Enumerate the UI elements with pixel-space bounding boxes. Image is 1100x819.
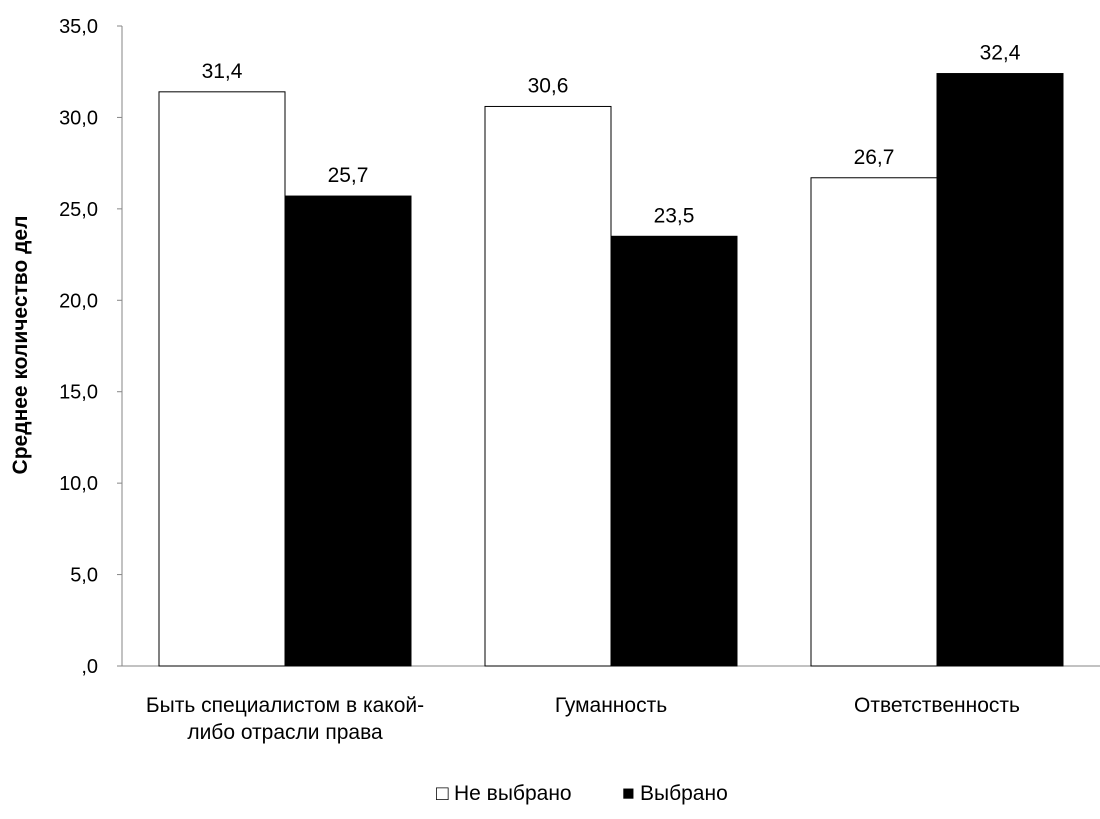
data-label: 25,7 <box>328 164 369 187</box>
y-tick-label: 35,0 <box>59 16 98 38</box>
y-tick-label: 5,0 <box>70 565 98 587</box>
legend-marker: ■ <box>622 782 635 805</box>
data-label: 31,4 <box>202 60 243 83</box>
y-tick-label: 20,0 <box>59 290 98 312</box>
bars <box>158 73 1064 667</box>
legend-entry: Выбрано <box>640 782 728 805</box>
y-tick-label: ,0 <box>81 656 98 678</box>
legend-entry: Не выбрано <box>454 782 572 805</box>
y-tick-labels: ,0 5,0 10,0 15,0 20,0 25,0 30,0 35,0 <box>59 16 98 678</box>
data-label: 23,5 <box>654 204 695 227</box>
bar <box>484 105 612 667</box>
data-label: 32,4 <box>980 42 1021 65</box>
y-tick-label: 15,0 <box>59 382 98 404</box>
data-label: 26,7 <box>854 146 895 169</box>
y-tick-label: 25,0 <box>59 199 98 221</box>
legend-marker: □ <box>436 782 449 805</box>
category-label: Быть специалистом в какой-либо отрасли п… <box>146 694 424 744</box>
category-labels: Быть специалистом в какой-либо отрасли п… <box>146 694 1020 744</box>
bar <box>810 177 938 667</box>
bar <box>610 235 738 667</box>
category-label: Ответственность <box>854 694 1020 717</box>
y-tick-label: 30,0 <box>59 107 98 129</box>
bar <box>936 73 1064 667</box>
category-label: Гуманность <box>555 694 667 717</box>
bar <box>284 195 412 667</box>
bar <box>158 91 286 667</box>
legend: □ Не выбрано ■ Выбрано <box>436 782 728 805</box>
data-labels: 31,4 30,6 26,7 25,7 23,5 32,4 <box>202 42 1021 228</box>
data-label: 30,6 <box>528 74 569 97</box>
y-tick-label: 10,0 <box>59 473 98 495</box>
y-axis-label: Среднее количество дел <box>9 216 32 475</box>
